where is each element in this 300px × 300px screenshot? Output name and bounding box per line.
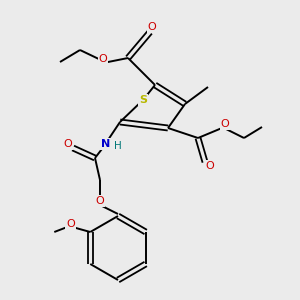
Text: H: H xyxy=(114,141,122,151)
Text: O: O xyxy=(206,161,214,171)
Text: O: O xyxy=(66,219,75,229)
Text: N: N xyxy=(101,139,111,149)
Text: O: O xyxy=(96,196,104,206)
Text: O: O xyxy=(64,139,72,149)
Text: O: O xyxy=(220,119,230,129)
Text: S: S xyxy=(139,95,147,105)
Text: O: O xyxy=(148,22,156,32)
Text: O: O xyxy=(99,54,107,64)
